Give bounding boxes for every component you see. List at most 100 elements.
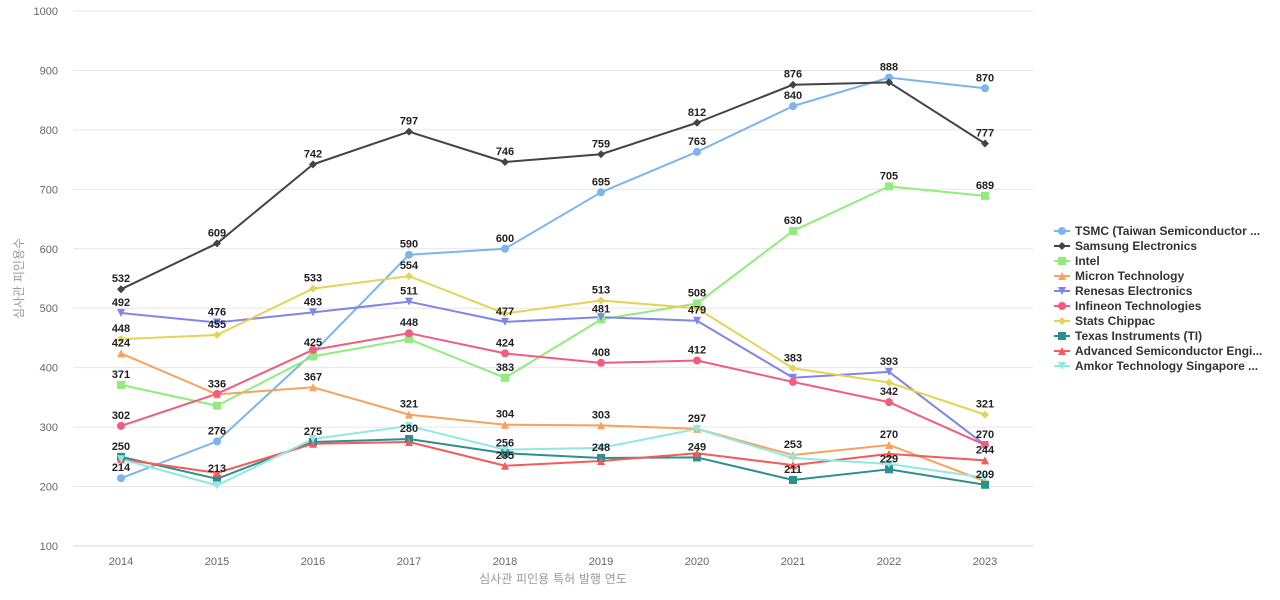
- legend-symbol: [1058, 272, 1066, 280]
- legend-item[interactable]: Infineon Technologies: [1054, 299, 1202, 313]
- data-label: 270: [976, 429, 994, 441]
- data-label: 448: [112, 323, 130, 335]
- data-point: [885, 440, 893, 449]
- legend-label: Stats Chippac: [1075, 314, 1155, 328]
- legend-symbol: [1058, 302, 1066, 310]
- legend-item[interactable]: Amkor Technology Singapore ...: [1054, 359, 1258, 373]
- data-label: 367: [304, 371, 322, 383]
- y-tick-label: 700: [40, 184, 58, 196]
- data-point: [501, 157, 509, 166]
- data-label: 393: [880, 356, 898, 368]
- y-tick-label: 300: [40, 422, 58, 434]
- legend-item[interactable]: Texas Instruments (TI): [1054, 329, 1202, 343]
- data-label: 481: [592, 304, 610, 316]
- y-tick-label: 400: [40, 363, 58, 375]
- data-label: 876: [784, 69, 802, 81]
- data-point: [693, 449, 701, 458]
- legend-symbol: [1058, 332, 1066, 340]
- legend-item[interactable]: Micron Technology: [1054, 269, 1184, 283]
- data-point: [117, 380, 125, 389]
- data-label: 513: [592, 284, 610, 296]
- data-label: 763: [688, 136, 706, 148]
- data-point: [309, 308, 317, 317]
- data-point: [885, 459, 893, 468]
- data-point: [213, 330, 221, 339]
- legend-item[interactable]: Renesas Electronics: [1054, 284, 1193, 298]
- data-label: 424: [112, 337, 131, 349]
- x-axis-title: 심사관 피인용 특허 발행 연도: [479, 571, 627, 586]
- data-point: [405, 437, 413, 446]
- legend-item[interactable]: Intel: [1054, 254, 1100, 268]
- series-line: [120, 275, 986, 416]
- data-label: 276: [208, 425, 226, 437]
- data-label: 209: [976, 469, 994, 481]
- legend-label: Texas Instruments (TI): [1075, 329, 1202, 343]
- data-label: 609: [208, 227, 226, 239]
- legend-symbol: [1058, 287, 1066, 295]
- data-point: [981, 440, 989, 449]
- data-label: 336: [208, 378, 226, 390]
- legend-item[interactable]: TSMC (Taiwan Semiconductor ...: [1054, 224, 1260, 238]
- data-point: [405, 335, 413, 344]
- data-label: 840: [784, 90, 802, 102]
- data-point: [597, 421, 605, 430]
- x-tick-label: 2020: [685, 556, 709, 568]
- data-point: [693, 424, 701, 433]
- data-label: 408: [592, 347, 610, 359]
- data-point: [597, 456, 605, 465]
- data-label: 511: [400, 286, 418, 298]
- data-point: [693, 356, 701, 365]
- data-point: [213, 401, 221, 410]
- legend-item[interactable]: Stats Chippac: [1054, 314, 1155, 328]
- y-axis-ticks: 100 200 300 400 500 600 700 800 900 1000: [34, 6, 58, 553]
- data-label: 705: [880, 170, 898, 182]
- data-label: 554: [400, 260, 419, 272]
- series-line: [120, 424, 986, 487]
- data-point: [309, 160, 317, 169]
- legend-item[interactable]: Samsung Electronics: [1054, 239, 1197, 253]
- series-line: [120, 332, 986, 446]
- data-label: 249: [688, 441, 706, 453]
- data-point: [213, 318, 221, 327]
- data-point: [309, 439, 317, 448]
- data-point: [309, 352, 317, 361]
- data-point: [501, 349, 509, 358]
- data-point: [981, 410, 989, 419]
- data-label: 870: [976, 72, 994, 84]
- data-point: [501, 244, 509, 253]
- data-label: 244: [976, 444, 995, 456]
- data-point: [981, 191, 989, 200]
- x-tick-label: 2019: [589, 556, 613, 568]
- data-point: [789, 80, 797, 89]
- data-label: 412: [688, 345, 706, 357]
- data-point: [885, 398, 893, 407]
- data-point: [981, 473, 989, 482]
- series-markers: [117, 73, 989, 490]
- data-point: [597, 313, 605, 322]
- data-point: [117, 455, 125, 464]
- data-label: 600: [496, 233, 514, 245]
- legend-item[interactable]: Advanced Semiconductor Engi...: [1054, 344, 1262, 358]
- data-point: [405, 272, 413, 281]
- data-label: 508: [688, 287, 706, 299]
- data-point: [117, 474, 125, 483]
- data-label: 533: [304, 273, 322, 285]
- data-point: [885, 73, 893, 82]
- data-point: [981, 139, 989, 148]
- series-lines: [120, 76, 986, 487]
- series-line: [120, 76, 986, 480]
- data-label: 383: [496, 362, 514, 374]
- data-label: 211: [784, 464, 802, 476]
- data-point: [309, 383, 317, 392]
- data-point: [885, 378, 893, 387]
- series-line: [120, 440, 986, 474]
- data-label: 303: [592, 409, 610, 421]
- y-tick-label: 1000: [34, 6, 58, 18]
- data-point: [213, 468, 221, 477]
- data-point: [501, 373, 509, 382]
- data-point: [405, 329, 413, 338]
- data-label: 448: [400, 317, 418, 329]
- x-tick-label: 2015: [205, 556, 229, 568]
- legend-symbol: [1058, 257, 1066, 265]
